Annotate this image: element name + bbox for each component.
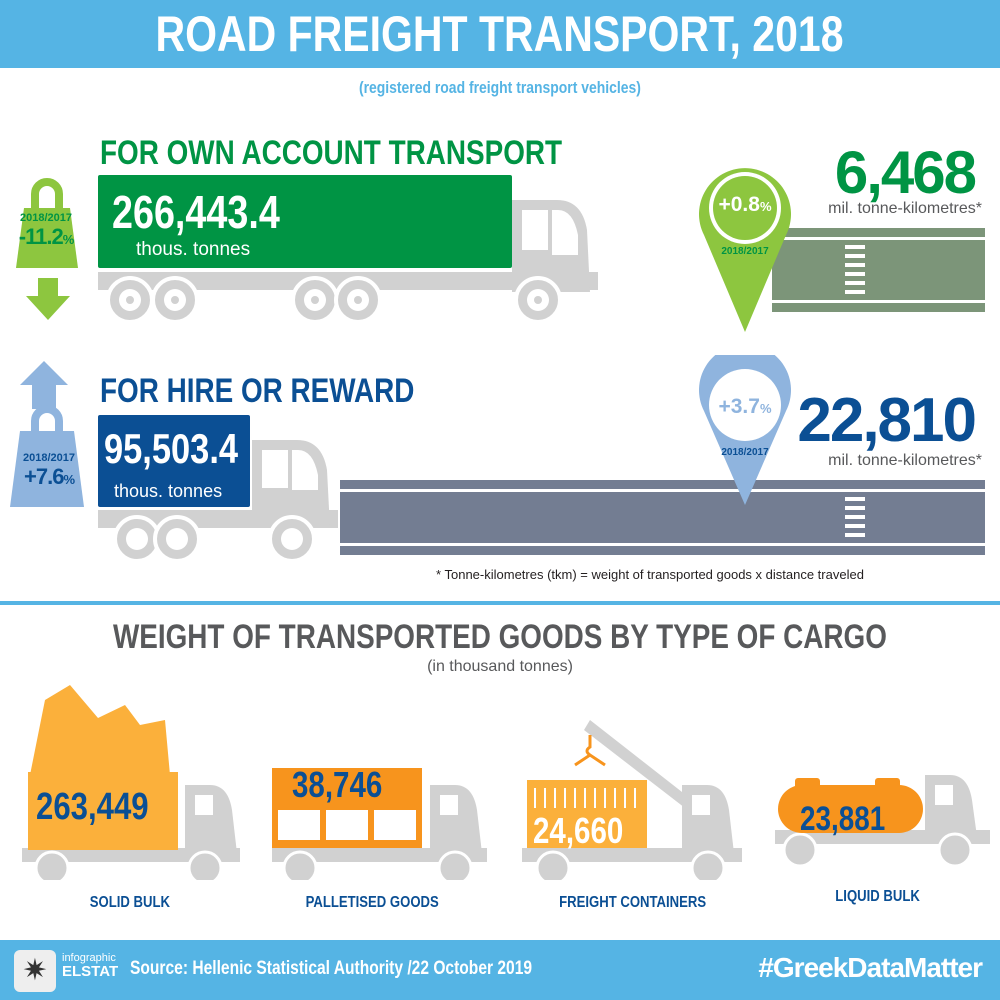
hashtag: #GreekDataMatter [758, 952, 983, 983]
palletised-value: 38,746 [292, 764, 383, 805]
hire-reward-weight-unit: thous. tonnes [114, 481, 223, 501]
liquid-bulk-value: 23,881 [800, 800, 886, 838]
elstat-logo-text: infographic ELSTAT [62, 952, 119, 980]
hire-reward-title: FOR HIRE OR REWARD [100, 372, 415, 410]
footer: ✷ infographic ELSTAT Source: Hellenic Sta… [0, 940, 1000, 1000]
divider [0, 601, 1000, 605]
own-account-tkm-change: +0.8% [718, 193, 772, 216]
page-subtitle: (registered road freight transport vehic… [359, 78, 641, 97]
hire-reward-tkm-change: +3.7% [718, 395, 772, 418]
liquid-bulk-label: LIQUID BULK [835, 888, 921, 905]
own-account-weight: 266,443.4 [112, 186, 280, 238]
hire-reward-truck [10, 361, 338, 563]
cargo-title: WEIGHT OF TRANSPORTED GOODS BY TYPE OF C… [113, 618, 887, 656]
hire-reward-tkm: 22,810 [797, 386, 977, 455]
source-text: Source: Hellenic Statistical Authority /… [130, 958, 533, 979]
down-arrow-icon [26, 278, 70, 320]
cargo-subtitle: (in thousand tonnes) [427, 658, 573, 675]
own-account-truck [16, 178, 598, 324]
header-bar: ROAD FREIGHT TRANSPORT, 2018 [0, 0, 1000, 68]
hire-reward-tkm-period: 2018/2017 [721, 447, 769, 458]
hire-reward-cargo-box: 95,503.4 thous. tonnes [98, 415, 250, 507]
solid-bulk-label: SOLID BULK [89, 894, 171, 911]
solid-bulk-pile [30, 685, 170, 775]
own-account-change: 2018/2017 -11.2% [18, 212, 74, 249]
weight-icon [16, 208, 78, 268]
own-account-cargo-box: 266,443.4 thous. tonnes [98, 175, 512, 268]
containers-label: FREIGHT CONTAINERS [559, 894, 707, 911]
own-account-tkm-unit: mil. tonne-kilometres* [828, 200, 982, 217]
crane-arm [584, 720, 705, 818]
weight-icon-handle [31, 178, 63, 210]
hire-reward-change: 2018/2017 +7.6% [23, 452, 75, 489]
page-title: ROAD FREIGHT TRANSPORT, 2018 [155, 6, 844, 62]
hire-reward-road [340, 355, 985, 555]
solid-bulk-value: 263,449 [36, 786, 149, 828]
hire-reward-weight: 95,503.4 [104, 425, 239, 472]
up-arrow-icon [20, 361, 68, 409]
containers-value: 24,660 [533, 810, 624, 851]
own-account-title: FOR OWN ACCOUNT TRANSPORT [100, 134, 563, 172]
own-account-road [699, 168, 985, 332]
palletised-label: PALLETISED GOODS [305, 894, 439, 911]
own-account-tkm: 6,468 [834, 139, 977, 206]
own-account-tkm-period: 2018/2017 [721, 246, 769, 257]
cargo-trucks [22, 685, 990, 880]
weight-icon [10, 431, 84, 507]
hire-reward-tkm-unit: mil. tonne-kilometres* [828, 452, 982, 469]
elstat-logo-icon: ✷ [14, 950, 56, 992]
weight-icon-handle [31, 405, 63, 433]
own-account-weight-unit: thous. tonnes [136, 239, 251, 260]
footnote: * Tonne-kilometres (tkm) = weight of tra… [436, 567, 864, 582]
